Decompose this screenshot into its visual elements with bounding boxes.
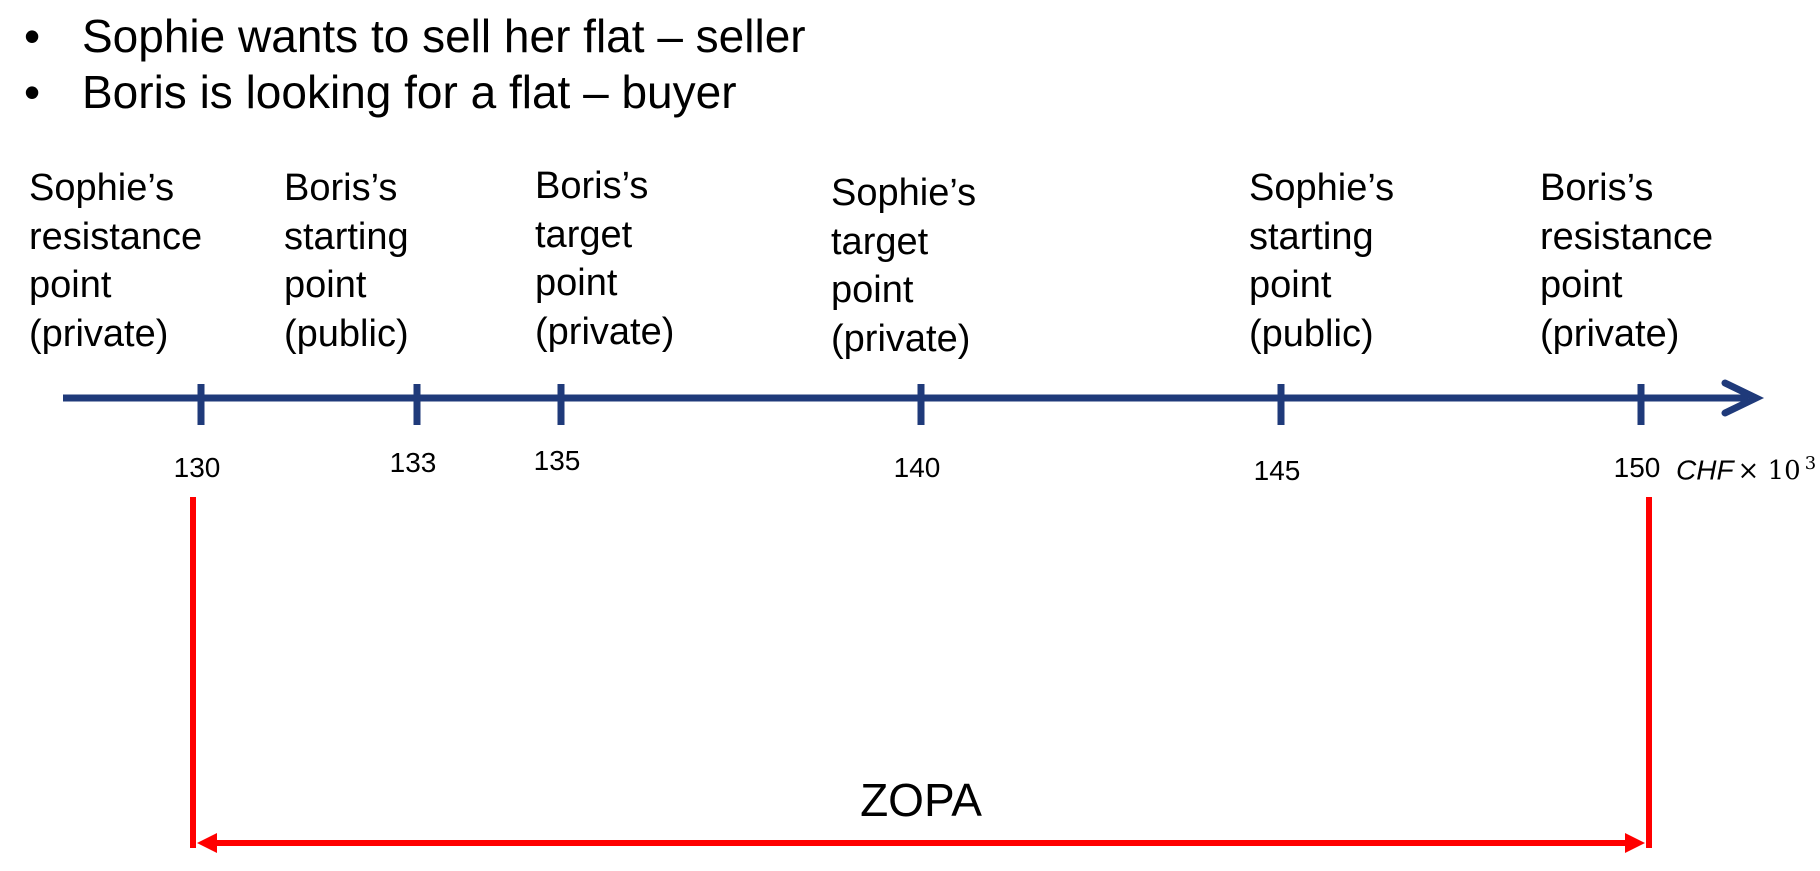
axis-exponent: 3: [1804, 453, 1817, 474]
label-sophie-resistance: Sophie’s resistance point (private): [29, 167, 203, 355]
tick-label-150: 150: [1613, 452, 1661, 483]
bullet-buyer-text: Boris is looking for a flat – buyer: [82, 66, 737, 118]
axis-unit-text: CHF: [1676, 454, 1734, 486]
label-boris-starting: Boris’s starting point (public): [284, 167, 409, 355]
bullet-list: • Sophie wants to sell her flat – seller …: [24, 8, 806, 120]
axis: [63, 379, 1765, 425]
label-boris-target: Boris’s target point (private): [535, 165, 675, 353]
label-sophie-starting: Sophie’s starting point (public): [1249, 167, 1395, 355]
axis-unit-label: CHF × 10 3: [1676, 448, 1816, 487]
tick-label-145: 145: [1253, 455, 1301, 486]
bullet-seller-text: Sophie wants to sell her flat – seller: [82, 10, 806, 62]
bullet-dot: •: [24, 10, 41, 62]
zopa-bracket: [190, 497, 1652, 853]
zopa-arrow-left: [197, 833, 217, 853]
bullet-seller: • Sophie wants to sell her flat – seller: [24, 8, 806, 64]
label-boris-resistance: Boris’s resistance point (private): [1540, 167, 1714, 355]
zopa-arrow-right: [1625, 833, 1645, 853]
bullet-buyer: • Boris is looking for a flat – buyer: [24, 64, 806, 120]
axis-multiplier: × 10: [1737, 456, 1801, 487]
tick-label-130: 130: [173, 452, 221, 483]
bullet-dot: •: [24, 66, 41, 118]
label-sophie-target: Sophie’s target point (private): [831, 172, 977, 360]
tick-label-140: 140: [893, 452, 941, 483]
tick-label-135: 135: [533, 445, 581, 476]
tick-label-133: 133: [389, 447, 437, 478]
zopa-label: ZOPA: [860, 774, 982, 826]
axis-arrowhead: [1721, 379, 1765, 417]
